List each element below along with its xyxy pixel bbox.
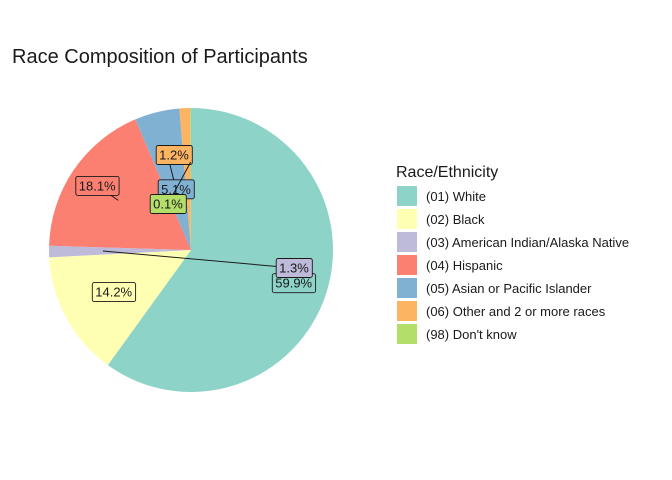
legend-key-02-black: [397, 209, 417, 229]
slice-leader-line: [102, 250, 295, 269]
slice-labels: 59.9%14.2%1.3%18.1%5.1%1.2%0.1%: [75, 145, 317, 303]
legend-key-01-white: [397, 186, 417, 206]
legend-label-06-other-and-2-or-more-races: (06) Other and 2 or more races: [426, 304, 606, 319]
slice-label-box: [275, 258, 313, 278]
legend-label-05-asian-or-pacific-islander: (05) Asian or Pacific Islander: [426, 281, 592, 296]
pie-slice-04-hispanic: [49, 119, 192, 250]
slice-label-04-hispanic: 18.1%: [79, 178, 116, 193]
legend-label-01-white: (01) White: [426, 189, 486, 204]
slice-label-box: [149, 194, 187, 214]
slice-label-06-other-and-2-or-more-races: 1.2%: [159, 148, 189, 163]
legend-label-02-black: (02) Black: [426, 212, 485, 227]
slice-label-01-white: 59.9%: [275, 276, 312, 291]
legend-label-03-american-indian-alaska-native: (03) American Indian/Alaska Native: [426, 235, 629, 250]
legend: Race/Ethnicity (01) White (02) Black (03) …: [396, 164, 629, 344]
slice-label-02-black: 14.2%: [95, 285, 132, 300]
chart-title: Race Composition of Participants: [12, 46, 308, 68]
pie-slice-02-black: [49, 250, 191, 366]
legend-key-04-hispanic: [397, 255, 417, 275]
pie-slice-98-don-t-know: [190, 107, 191, 250]
pie-slice-06-other-and-2-or-more-races: [179, 108, 191, 250]
legend-title: Race/Ethnicity: [396, 164, 498, 181]
legend-label-98-don-t-know: (98) Don't know: [426, 327, 517, 342]
legend-label-04-hispanic: (04) Hispanic: [426, 258, 503, 273]
pie-slice-05-asian-or-pacific-islander: [135, 108, 191, 250]
pie-slice-01-white: [107, 108, 333, 392]
slice-label-box: [155, 145, 193, 165]
legend-key-03-american-indian-alaska-native: [397, 232, 417, 252]
slice-label-03-american-indian-alaska-native: 1.3%: [279, 261, 309, 276]
legend-key-98-don-t-know: [397, 324, 417, 344]
slice-label-98-don-t-know: 0.1%: [153, 197, 183, 212]
pie-slice-03-american-indian-alaska-native: [48, 245, 191, 258]
legend-key-05-asian-or-pacific-islander: [397, 278, 417, 298]
pie-slices: [48, 107, 333, 392]
slice-label-box: [91, 282, 137, 303]
legend-key-06-other-and-2-or-more-races: [397, 301, 417, 321]
slice-label-box: [75, 175, 120, 196]
